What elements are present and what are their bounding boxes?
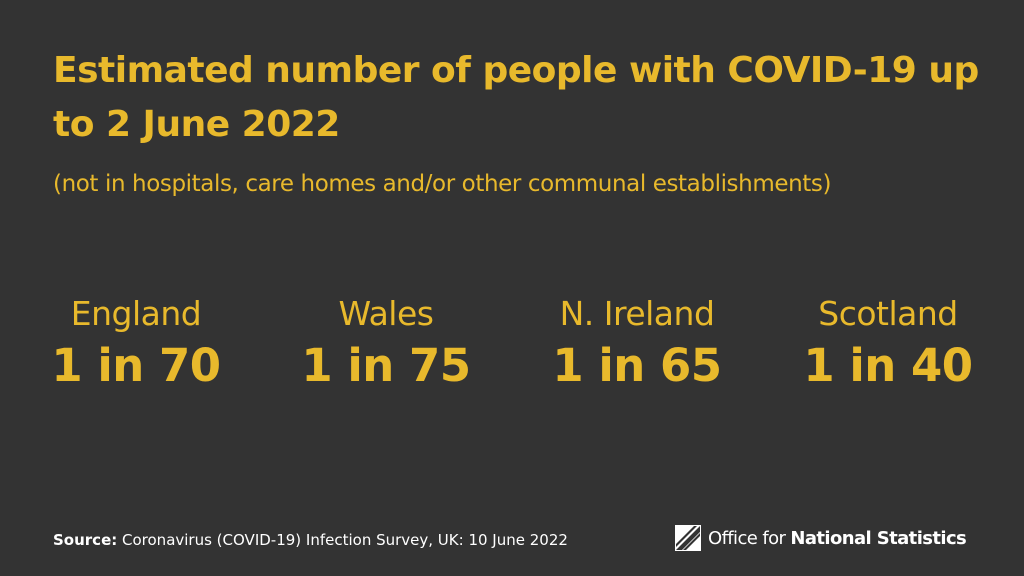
logo-text-bold: National Statistics [790, 527, 967, 549]
page-subtitle: (not in hospitals, care homes and/or oth… [53, 171, 832, 197]
region-name: Scotland [818, 294, 958, 333]
stat-wales: Wales 1 in 75 [266, 292, 506, 396]
region-name: England [70, 294, 202, 333]
region-name: N. Ireland [559, 294, 715, 333]
logo-text-regular: Office for [708, 527, 791, 549]
region-name: Wales [338, 294, 434, 333]
source-note: Source: Coronavirus (COVID-19) Infection… [53, 529, 568, 551]
region-value: 1 in 75 [301, 339, 471, 392]
region-value: 1 in 40 [803, 339, 973, 392]
region-stats: England 1 in 70 Wales 1 in 75 N. Ireland… [0, 292, 1024, 402]
region-value: 1 in 65 [552, 339, 722, 392]
region-value: 1 in 70 [51, 339, 221, 392]
source-label: Source: [53, 531, 118, 549]
source-text: Coronavirus (COVID-19) Infection Survey,… [117, 531, 568, 549]
stat-england: England 1 in 70 [16, 292, 256, 396]
stat-scotland: Scotland 1 in 40 [768, 292, 1008, 396]
page-title: Estimated number of people with COVID-19… [53, 50, 979, 145]
ons-logo: Office for National Statistics [674, 522, 967, 554]
stat-northern-ireland: N. Ireland 1 in 65 [517, 292, 757, 396]
ons-logo-icon [674, 524, 702, 552]
ons-logo-text: Office for National Statistics [708, 527, 967, 549]
